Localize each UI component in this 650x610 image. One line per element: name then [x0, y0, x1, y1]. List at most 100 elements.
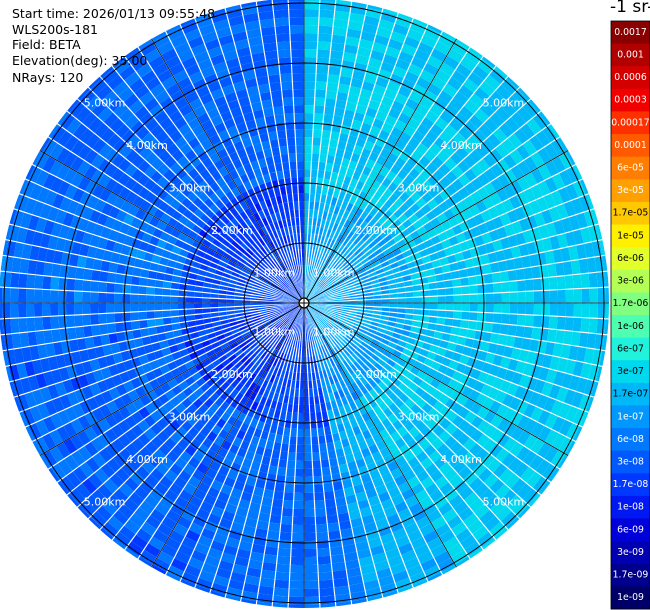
range-gate-cell — [345, 168, 355, 178]
range-gate-cell — [457, 433, 470, 446]
range-gate-cell — [338, 317, 347, 322]
range-gate-cell — [115, 362, 127, 374]
range-gate-cell — [568, 375, 581, 391]
range-gate-cell — [367, 594, 383, 602]
range-gate-cell — [111, 219, 123, 232]
range-gate-cell — [215, 407, 225, 418]
range-gate-cell — [326, 442, 335, 452]
range-gate-cell — [304, 404, 310, 413]
range-gate-cell — [169, 344, 179, 354]
range-gate-cell — [228, 279, 238, 285]
range-gate-cell — [490, 333, 500, 344]
range-gate-cell — [113, 196, 126, 209]
range-gate-cell — [395, 577, 412, 590]
range-gate-cell — [362, 514, 375, 525]
range-gate-cell — [307, 332, 310, 341]
range-gate-cell — [404, 286, 414, 292]
range-gate-cell — [49, 143, 64, 160]
range-gate-cell — [483, 322, 493, 333]
range-gate-cell — [282, 252, 287, 261]
range-gate-cell — [58, 290, 67, 303]
range-gate-cell — [145, 402, 157, 415]
range-gate-cell — [234, 361, 243, 369]
range-gate-cell — [340, 246, 348, 255]
range-gate-cell — [240, 242, 249, 251]
range-gate-cell — [37, 247, 48, 262]
range-gate-cell — [176, 391, 188, 402]
range-gate-cell — [299, 308, 303, 317]
range-gate-cell — [359, 88, 373, 100]
range-gate-cell — [185, 297, 195, 303]
range-gate-cell — [278, 49, 291, 59]
range-gate-cell — [304, 225, 308, 234]
range-gate-cell — [293, 508, 304, 517]
range-gate-cell — [392, 248, 402, 257]
range-gate-cell — [315, 290, 323, 296]
range-gate-cell — [509, 292, 518, 303]
range-gate-cell — [398, 180, 410, 192]
range-gate-cell — [245, 575, 260, 586]
range-gate-cell — [291, 296, 299, 301]
range-gate-cell — [299, 316, 302, 325]
range-gate-cell — [299, 209, 304, 218]
range-gate-cell — [338, 191, 346, 201]
range-gate-cell — [458, 84, 474, 99]
range-gate-cell — [356, 312, 366, 316]
range-gate-cell — [552, 249, 563, 263]
range-gate-cell — [363, 282, 372, 287]
range-gate-cell — [24, 361, 36, 377]
range-gate-cell — [229, 151, 240, 162]
range-gate-cell — [409, 246, 419, 255]
range-gate-cell — [483, 410, 496, 424]
range-gate-cell — [410, 230, 420, 240]
range-gate-cell — [233, 480, 245, 492]
range-gate-cell — [211, 170, 222, 182]
range-gate-cell — [420, 558, 437, 572]
range-gate-cell — [415, 397, 427, 409]
range-gate-cell — [362, 571, 378, 583]
range-gate-cell — [243, 70, 256, 81]
range-gate-cell — [406, 372, 417, 382]
range-gate-cell — [251, 401, 259, 411]
range-gate-cell — [309, 300, 318, 302]
range-gate-cell — [404, 255, 414, 264]
range-gate-cell — [266, 123, 277, 133]
range-gate-cell — [326, 303, 335, 305]
range-gate-cell — [236, 319, 245, 324]
range-gate-cell — [180, 328, 190, 335]
range-gate-cell — [602, 335, 608, 351]
range-gate-cell — [312, 323, 316, 331]
range-gate-cell — [227, 314, 236, 319]
range-gate-cell — [56, 426, 70, 442]
range-gate-cell — [92, 259, 103, 271]
range-gate-cell — [442, 83, 458, 98]
range-gate-cell — [541, 237, 553, 252]
range-gate-cell — [416, 242, 427, 252]
range-gate-cell — [108, 333, 118, 344]
range-gate-cell — [355, 379, 364, 389]
range-gate-cell — [528, 493, 541, 507]
range-gate-cell — [290, 169, 297, 178]
range-gate-cell — [75, 326, 85, 339]
range-gate-cell — [290, 41, 304, 50]
range-gate-cell — [392, 23, 409, 36]
range-gate-cell — [477, 59, 494, 75]
range-gate-cell — [282, 305, 291, 308]
range-gate-cell — [302, 333, 304, 342]
range-gate-cell — [282, 345, 287, 354]
range-gate-cell — [219, 315, 228, 321]
range-gate-cell — [221, 381, 230, 391]
range-gate-cell — [433, 401, 445, 413]
range-gate-cell — [173, 69, 189, 83]
range-gate-cell — [399, 264, 409, 271]
range-gate-cell — [315, 226, 320, 235]
range-gate-cell — [517, 303, 526, 314]
range-gate-cell — [333, 251, 340, 259]
range-gate-cell — [105, 293, 115, 303]
range-gate-cell — [393, 387, 404, 398]
range-gate-cell — [314, 234, 318, 243]
range-gate-cell — [393, 363, 403, 372]
range-gate-cell — [222, 272, 231, 279]
range-gate-cell — [548, 316, 558, 329]
range-gate-cell — [265, 481, 275, 491]
